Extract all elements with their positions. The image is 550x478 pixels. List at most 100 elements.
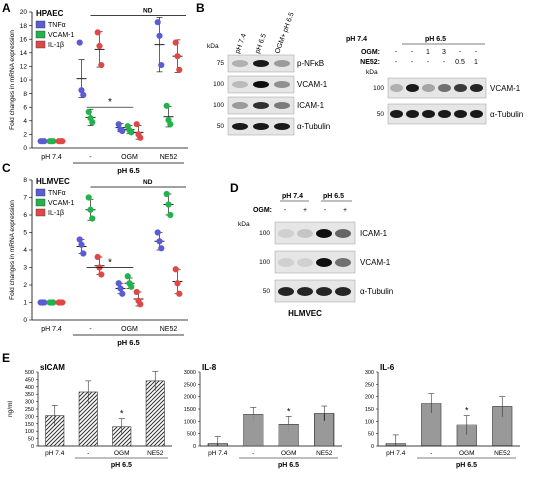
sig-star: * bbox=[287, 406, 291, 416]
data-point bbox=[96, 42, 103, 50]
data-point bbox=[41, 299, 48, 306]
panel-b-letter: B bbox=[196, 1, 205, 15]
lane-label: pH 7.4 bbox=[234, 33, 248, 55]
blot-row-label: VCAM-1 bbox=[490, 84, 521, 93]
x-tick-label: OGM bbox=[121, 154, 138, 161]
panel-b-blot: pH 7.4 pH 6.5 OGM+ pH 6.5 kDa 75 p-NFκB 100 VCA… bbox=[207, 11, 523, 136]
blot-caption: HLMVEC bbox=[288, 309, 322, 318]
x-tick-label: - bbox=[252, 450, 254, 457]
kda-marker: 50 bbox=[263, 288, 271, 295]
group-label: pH 6.5 bbox=[456, 462, 477, 469]
y-tick-label: 6 bbox=[23, 212, 27, 219]
blot-band bbox=[278, 287, 294, 296]
data-point bbox=[119, 127, 126, 135]
blot-row-label: p-NFκB bbox=[297, 59, 324, 68]
blot-band bbox=[232, 60, 248, 67]
y-tick-label: 8 bbox=[23, 177, 27, 184]
data-point bbox=[59, 138, 66, 145]
ne52-value: 0.5 bbox=[455, 59, 465, 66]
data-point bbox=[163, 190, 170, 198]
data-point bbox=[158, 61, 165, 69]
x-tick-label: - bbox=[89, 326, 92, 333]
kda-marker: 100 bbox=[213, 102, 224, 109]
panel-c: C 0 1 2 3 4 5 6 7 8 Fold changes in mRNA expressi… bbox=[2, 161, 188, 347]
data-point bbox=[172, 39, 179, 46]
data-point bbox=[89, 119, 96, 126]
data-point bbox=[94, 29, 101, 36]
y-tick-label: 3000 bbox=[184, 370, 196, 376]
panel-e: E sICAM050100150200250300350400450500ng/… bbox=[2, 351, 520, 469]
data-point bbox=[119, 290, 126, 297]
data-point bbox=[158, 245, 165, 252]
blot-strip bbox=[387, 77, 487, 99]
lane-label: pH 6.5 bbox=[254, 33, 268, 55]
y-tick-label: 100 bbox=[25, 429, 34, 435]
y-tick-label: 200 bbox=[365, 395, 374, 401]
ne52-value: - bbox=[427, 59, 430, 66]
panel-c-letter: C bbox=[2, 161, 11, 175]
y-tick-label: 4 bbox=[23, 118, 27, 125]
y-tick-label: 12 bbox=[20, 64, 28, 71]
data-point bbox=[137, 301, 144, 308]
data-point bbox=[85, 194, 92, 201]
data-point bbox=[165, 201, 172, 208]
blot-band bbox=[297, 258, 313, 267]
blot-band bbox=[232, 81, 248, 88]
chart-title: HLMVEC bbox=[36, 177, 70, 186]
kda-marker: 100 bbox=[373, 85, 384, 92]
blot-band bbox=[422, 110, 435, 118]
data-point bbox=[115, 121, 122, 128]
kda-label: kDa bbox=[207, 43, 219, 50]
kda-marker: 50 bbox=[217, 123, 225, 130]
data-point bbox=[98, 271, 105, 278]
y-tick-label: 300 bbox=[365, 370, 374, 376]
data-point bbox=[167, 121, 174, 128]
blot-row-label: α-Tubulin bbox=[490, 110, 523, 119]
y-tick-label: 16 bbox=[20, 36, 28, 43]
panel-e-charts: sICAM050100150200250300350400450500ng/ml… bbox=[7, 363, 520, 469]
data-point bbox=[137, 134, 144, 141]
data-point bbox=[50, 299, 57, 306]
group-label: pH 6.5 bbox=[278, 462, 299, 469]
blot-band bbox=[297, 287, 313, 296]
ne52-value: - bbox=[443, 59, 446, 66]
data-point bbox=[176, 290, 183, 297]
y-tick-label: 50 bbox=[28, 437, 34, 443]
kda-marker: 50 bbox=[377, 111, 385, 118]
legend-swatch bbox=[35, 30, 46, 39]
blot-band bbox=[390, 110, 403, 118]
x-tick-label: pH 7.4 bbox=[386, 450, 406, 457]
bar bbox=[145, 380, 165, 447]
data-point bbox=[128, 129, 135, 136]
blot-band bbox=[274, 123, 290, 130]
panel-a-chart: 0 2 4 6 8 10 12 14 16 18 20 Fold changes in mRNA ex… bbox=[9, 7, 188, 175]
x-tick-label: NE52 bbox=[160, 154, 178, 161]
y-tick-label: 500 bbox=[187, 432, 196, 438]
blot-band bbox=[316, 258, 332, 267]
legend-swatch bbox=[35, 20, 46, 29]
subchart-title: IL-6 bbox=[380, 363, 395, 372]
x-tick-label: - bbox=[89, 154, 92, 161]
legend-label: TNFα bbox=[48, 190, 66, 197]
panel-d-letter: D bbox=[230, 181, 239, 195]
sig-star: * bbox=[465, 406, 469, 416]
ogm-value: - bbox=[395, 49, 398, 56]
sig-star: * bbox=[120, 409, 124, 419]
legend-swatch bbox=[35, 40, 46, 49]
y-tick-label: 2 bbox=[23, 132, 27, 139]
blot-band bbox=[232, 102, 248, 109]
legend-label: TNFα bbox=[48, 22, 66, 29]
legend-label: IL-1β bbox=[48, 42, 64, 49]
data-point bbox=[128, 283, 135, 290]
ne52-value: 1 bbox=[474, 59, 478, 66]
y-tick-label: 500 bbox=[25, 370, 34, 376]
x-tick-label: - bbox=[430, 450, 432, 457]
y-tick-label: 1000 bbox=[184, 419, 196, 425]
data-point bbox=[76, 39, 83, 46]
group-label: pH 6.5 bbox=[117, 338, 140, 347]
data-point bbox=[163, 102, 170, 109]
y-tick-label: 2500 bbox=[184, 382, 196, 388]
ogm-value: + bbox=[343, 207, 347, 214]
ogm-value: 3 bbox=[442, 49, 446, 56]
